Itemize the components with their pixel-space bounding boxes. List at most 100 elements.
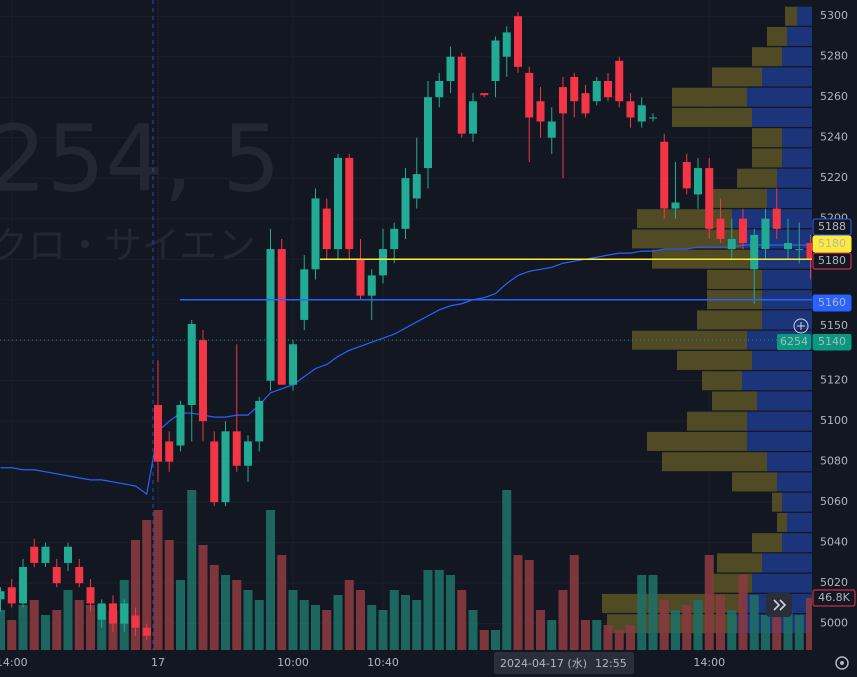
candle-body	[525, 72, 534, 118]
candle-body	[30, 546, 39, 563]
volume-bar	[581, 620, 590, 650]
candle-body	[379, 249, 387, 276]
profile-bar-sell	[742, 371, 812, 391]
volume-bar	[367, 605, 377, 650]
volume-bar	[783, 610, 793, 650]
profile-bar-sell	[767, 452, 812, 472]
candle-body	[570, 76, 579, 102]
volume-bar	[659, 600, 669, 650]
profile-bar-sell	[782, 148, 812, 168]
profile-bar-buy	[672, 107, 752, 127]
candle-body	[86, 587, 95, 604]
profile-bar-buy	[702, 371, 742, 391]
candle-body	[671, 202, 680, 209]
volume-bar	[41, 615, 50, 650]
y-tick-label: 5020	[820, 576, 848, 589]
candle-body	[750, 234, 759, 270]
profile-bar-sell	[762, 269, 812, 289]
profile-bar-buy	[732, 472, 777, 492]
y-tick-label: 5260	[820, 90, 848, 103]
profile-bar-sell	[747, 87, 812, 107]
candle-body	[300, 269, 309, 320]
candle-body	[277, 249, 286, 385]
profile-bar-sell	[752, 573, 812, 593]
profile-bar-buy	[697, 310, 762, 330]
candle-body	[626, 101, 635, 118]
price-label-box	[812, 235, 852, 253]
volume-bar	[704, 555, 714, 650]
volume-bar	[266, 510, 275, 650]
volume-bar	[142, 520, 152, 650]
candle-body	[637, 105, 646, 122]
volume-bar	[693, 600, 703, 650]
profile-bar-buy	[737, 168, 777, 188]
add-alert-plus	[797, 322, 805, 330]
volume-bar	[468, 610, 478, 650]
volume-bar	[491, 630, 500, 650]
candle-body	[401, 178, 410, 229]
candle-body	[131, 615, 140, 628]
profile-bar-sell	[747, 411, 812, 431]
profile-bar-sell	[757, 391, 812, 411]
profile-bar-sell	[752, 350, 812, 370]
profile-bar-buy	[712, 67, 762, 87]
volume-bar	[794, 615, 804, 650]
volume-bar	[524, 560, 534, 650]
profile-bar-sell	[732, 209, 812, 229]
profile-bar-buy	[707, 269, 762, 289]
candle-body	[424, 97, 432, 169]
candle-body	[784, 242, 792, 250]
profile-bar-buy	[717, 553, 762, 573]
volume-bar	[333, 595, 343, 650]
candle-body	[772, 208, 781, 229]
volume-bar	[232, 580, 242, 650]
candle-body	[592, 80, 601, 102]
volume-bar	[457, 590, 467, 650]
candle-body	[581, 93, 590, 114]
volume-bar	[547, 620, 557, 650]
profile-bar-buy	[777, 512, 787, 532]
profile-bar-buy	[662, 452, 767, 472]
candle-body	[345, 157, 354, 250]
candle-body	[502, 32, 511, 57]
candle-body	[109, 603, 117, 624]
candle-body	[469, 101, 477, 134]
profile-bar-sell	[767, 188, 812, 208]
volume-bar	[243, 590, 253, 650]
collapse-button[interactable]	[766, 593, 792, 617]
candle-body	[390, 228, 399, 250]
price-label: 5160	[818, 296, 846, 309]
candle-body	[221, 431, 230, 503]
volume-bar	[806, 598, 815, 650]
candle-body	[412, 174, 421, 199]
volume-bar	[412, 600, 422, 650]
candle-body	[514, 16, 522, 67]
crosshair-price: 5150	[820, 319, 848, 332]
volume-bar	[749, 595, 759, 650]
candle-body	[649, 117, 657, 119]
candle-body	[0, 591, 5, 600]
volume-bar	[558, 590, 568, 650]
volume-bar	[772, 615, 782, 650]
volume-marker-box	[812, 589, 856, 607]
profile-bar-sell	[762, 310, 812, 330]
volume-bar	[164, 540, 174, 650]
profile-bar-buy	[712, 391, 757, 411]
y-tick-label: 5220	[820, 171, 848, 184]
volume-bar	[423, 570, 433, 650]
settings-button[interactable]	[835, 656, 849, 670]
price-label-box	[812, 218, 852, 236]
candle-body	[367, 275, 376, 296]
profile-bar-sell	[782, 492, 812, 512]
volume-bar	[254, 600, 264, 650]
x-tick-label: 10:00	[277, 656, 309, 669]
volume-bar	[344, 580, 354, 650]
candle-body	[19, 566, 27, 604]
candle-body	[334, 157, 342, 250]
volume-bar	[716, 595, 725, 650]
profile-bar-buy	[632, 229, 742, 249]
profile-bar-sell	[777, 472, 812, 492]
candle-body	[739, 218, 747, 243]
volume-bar	[603, 625, 613, 650]
volume-bar	[299, 600, 309, 650]
